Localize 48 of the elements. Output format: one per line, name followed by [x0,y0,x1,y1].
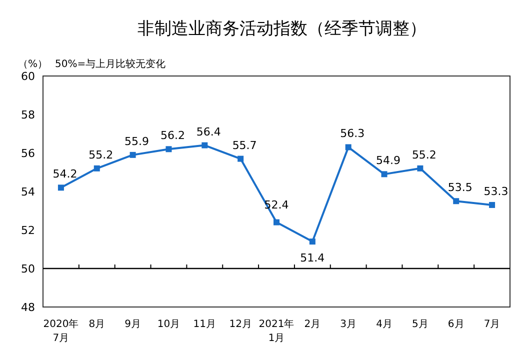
point [166,146,172,152]
x-tick-label: 2021年 1月 [258,318,294,344]
point [381,171,388,178]
x-tick-label: 5月 [412,319,428,330]
data-label: 56.3 [340,127,365,140]
data-label: 53.3 [484,184,508,198]
y-tick-label: 48 [21,301,35,314]
x-tick-label: 7月 [484,319,500,330]
data-label: 54.2 [52,168,78,181]
data-label: 56.2 [160,129,185,142]
data-label: 55.2 [88,148,114,162]
point [58,184,64,191]
point [309,238,316,245]
data-label: 55.9 [124,134,150,148]
data-label: 55.2 [412,148,436,162]
point [453,198,460,204]
point [274,219,280,226]
x-tick-label: 6月 [448,319,464,330]
x-tick-label: 3月 [340,319,357,330]
y-tick-label: 54 [21,186,35,198]
data-label: 53.5 [448,181,472,194]
data-label: 55.7 [232,138,257,152]
point [238,156,244,162]
x-tick-label: 9月 [124,319,141,330]
data-label: 56.4 [196,125,221,138]
data-label: 51.4 [300,252,325,265]
y-axis-title: （%） [18,59,48,70]
point [94,165,100,172]
x-tick-label: 11月 [193,319,216,330]
y-tick-label: 60 [21,70,35,83]
y-tick-label: 50 [21,262,35,276]
y-tick-label: 58 [21,108,35,122]
point [130,152,136,158]
x-tick-label: 10月 [157,319,180,330]
x-tick-label: 2月 [304,319,321,330]
x-tick-label: 8月 [88,319,106,330]
data-label: 54.9 [376,154,401,168]
point [489,202,496,208]
text: 50%=与上月比较无变化 [55,58,166,70]
x-tick-label: 4月 [376,319,392,330]
x-tick-label: 12月 [229,319,252,330]
point [202,142,208,148]
x-tick-label: 2020年 7月 [43,318,79,344]
chart-title: 非制造业商务活动指数（经季节调整） [138,19,426,39]
y-tick-label: 56 [21,147,35,160]
point [417,165,424,172]
point [345,144,352,150]
y-tick-label: 52 [21,224,35,237]
